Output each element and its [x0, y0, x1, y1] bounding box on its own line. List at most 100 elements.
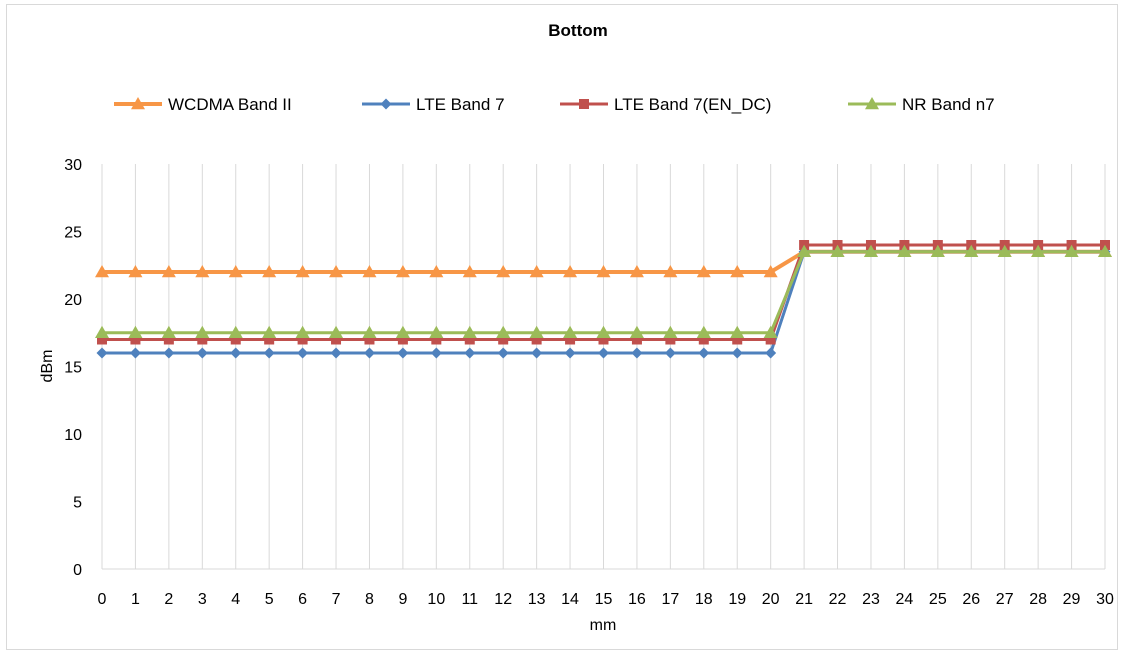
- series-group: [95, 240, 1112, 359]
- data-point: [997, 244, 1012, 257]
- data-point: [195, 265, 210, 278]
- x-tick-label: 14: [561, 591, 579, 608]
- data-point: [329, 265, 344, 278]
- x-tick-label: 11: [461, 591, 478, 608]
- legend-label: LTE Band 7(EN_DC): [614, 95, 771, 114]
- x-tick-label: 6: [298, 591, 307, 608]
- data-point: [397, 334, 408, 345]
- x-tick-label: 21: [795, 591, 813, 608]
- data-point: [663, 265, 678, 278]
- legend-item: WCDMA Band II: [114, 95, 292, 114]
- grid-lines: [101, 164, 1106, 570]
- data-point: [464, 347, 476, 359]
- y-tick-label: 0: [73, 562, 82, 579]
- data-point: [228, 265, 243, 278]
- y-tick-label: 5: [73, 495, 82, 512]
- data-point: [129, 347, 141, 359]
- y-axis-label: dBm: [39, 350, 56, 383]
- data-point: [362, 265, 377, 278]
- x-tick-label: 16: [628, 591, 646, 608]
- data-point: [763, 325, 778, 338]
- data-point: [130, 334, 141, 345]
- data-point: [930, 244, 945, 257]
- data-point: [863, 244, 878, 257]
- data-point: [364, 334, 375, 345]
- x-tick-label: 3: [198, 591, 207, 608]
- data-point: [128, 325, 143, 338]
- y-tick-label: 30: [64, 157, 82, 174]
- x-tick-label: 22: [829, 591, 847, 608]
- x-tick-label: 19: [728, 591, 746, 608]
- data-point: [330, 347, 342, 359]
- data-point: [730, 325, 745, 338]
- legend-label: WCDMA Band II: [168, 95, 292, 114]
- data-point: [263, 347, 275, 359]
- data-point: [598, 334, 609, 345]
- data-point: [395, 325, 410, 338]
- x-tick-label: 12: [494, 591, 512, 608]
- data-point: [765, 334, 776, 345]
- x-tick-label: 0: [98, 591, 107, 608]
- legend-item: LTE Band 7: [362, 95, 505, 114]
- x-tick-label: 24: [896, 591, 914, 608]
- legend-marker: [131, 97, 145, 110]
- x-tick-label: 7: [332, 591, 341, 608]
- data-point: [629, 265, 644, 278]
- data-point: [363, 347, 375, 359]
- data-point: [563, 265, 578, 278]
- data-point: [596, 265, 611, 278]
- data-point: [663, 325, 678, 338]
- legend-marker: [865, 97, 879, 110]
- x-tick-label: 15: [595, 591, 613, 608]
- data-point: [1098, 244, 1112, 257]
- data-point: [429, 265, 444, 278]
- x-tick-label: 25: [929, 591, 947, 608]
- data-point: [228, 325, 243, 338]
- data-point: [531, 334, 542, 345]
- data-point: [464, 334, 475, 345]
- legend-item: LTE Band 7(EN_DC): [560, 95, 771, 114]
- data-point: [797, 244, 812, 257]
- x-tick-label: 20: [762, 591, 780, 608]
- legend-label: LTE Band 7: [416, 95, 505, 114]
- x-tick-label: 28: [1029, 591, 1047, 608]
- data-point: [529, 265, 544, 278]
- chart-title: Bottom: [548, 21, 607, 40]
- data-point: [96, 347, 108, 359]
- data-point: [128, 265, 143, 278]
- data-point: [329, 325, 344, 338]
- data-point: [97, 334, 107, 345]
- x-tick-label: 26: [962, 591, 980, 608]
- legend-item: NR Band n7: [848, 95, 995, 114]
- data-point: [262, 325, 277, 338]
- data-point: [698, 347, 710, 359]
- data-point: [596, 325, 611, 338]
- data-point: [964, 244, 979, 257]
- data-point: [262, 265, 277, 278]
- x-tick-label: 17: [661, 591, 679, 608]
- data-point: [196, 347, 208, 359]
- data-point: [529, 325, 544, 338]
- data-point: [598, 347, 609, 359]
- data-point: [531, 347, 543, 359]
- y-tick-label: 20: [64, 292, 82, 309]
- data-point: [429, 325, 444, 338]
- data-point: [730, 265, 745, 278]
- data-point: [230, 347, 242, 359]
- data-point: [297, 347, 309, 359]
- data-point: [1064, 244, 1079, 257]
- x-tick-label: 29: [1063, 591, 1081, 608]
- x-tick-label: 23: [862, 591, 880, 608]
- data-point: [763, 265, 778, 278]
- data-point: [631, 334, 642, 345]
- x-tick-label: 30: [1096, 591, 1114, 608]
- data-point: [163, 334, 174, 345]
- data-point: [897, 244, 912, 257]
- data-point: [195, 325, 210, 338]
- data-point: [163, 347, 175, 359]
- data-point: [830, 244, 845, 257]
- legend-label: NR Band n7: [902, 95, 995, 114]
- x-tick-label: 8: [365, 591, 374, 608]
- x-tick-label: 1: [131, 591, 140, 608]
- x-axis-ticks: 0 1 2 3 4 5 6 7 8 9 10 11 12 13 14 15 16 17 18 19 20 21 22 23 24…: [98, 591, 1114, 608]
